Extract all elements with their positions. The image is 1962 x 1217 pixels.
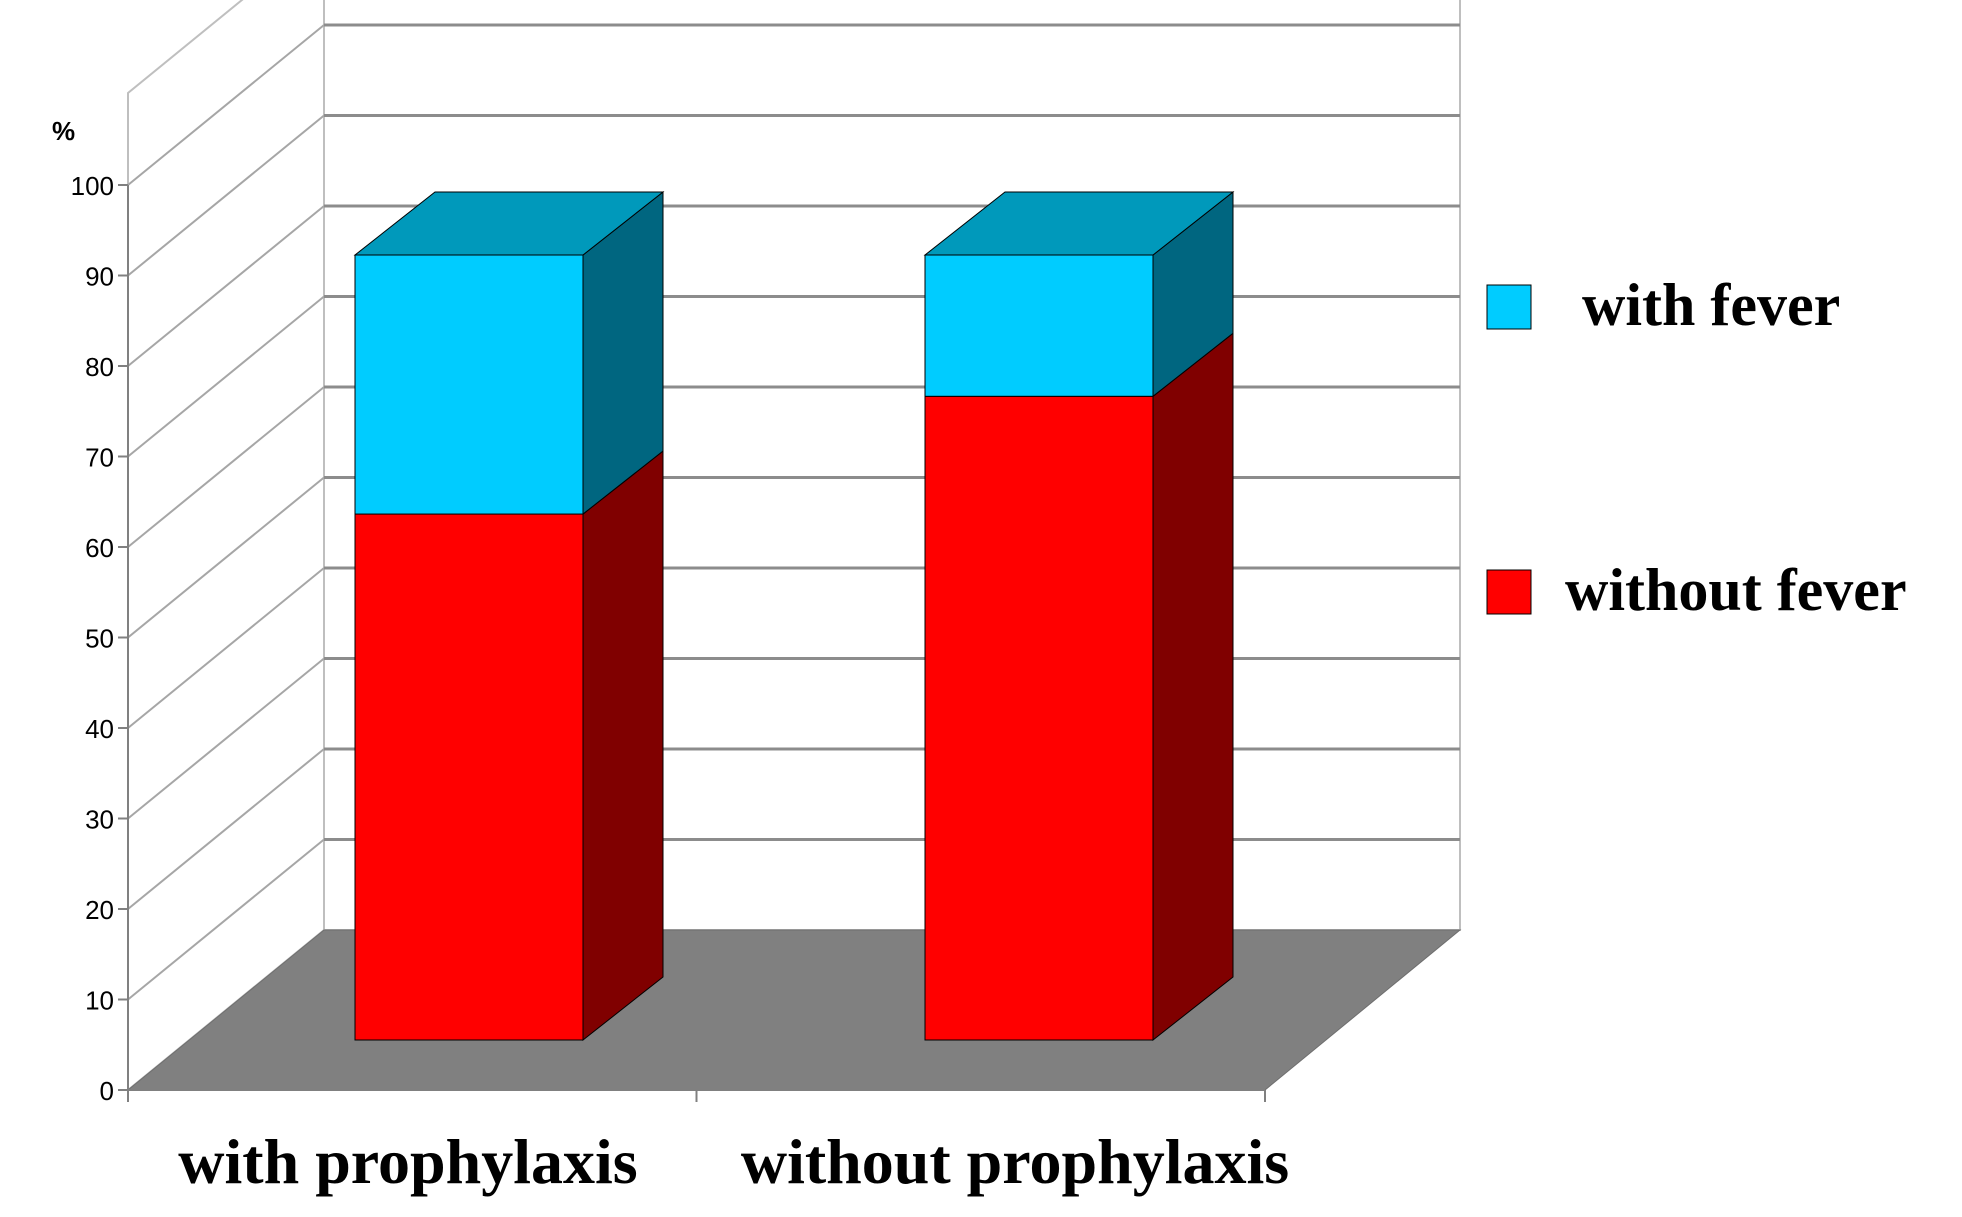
gridline-side-90	[127, 114, 325, 277]
legend-swatch-with-fever	[1486, 284, 1532, 330]
y-tick-label-60: 60	[85, 533, 114, 563]
y-tick-label-30: 30	[85, 805, 114, 835]
gridline-side-20	[127, 748, 325, 910]
gridline-side-30	[127, 657, 325, 820]
legend-label-with-fever: with fever	[1582, 272, 1840, 338]
y-tick-label-100: 100	[71, 171, 114, 201]
category-label-with-prophylaxis: with prophylaxis	[178, 1126, 637, 1197]
bar-top-with-fever-without-prophylaxis	[923, 191, 1235, 256]
bar-front-without-fever-with-prophylaxis	[354, 513, 584, 1041]
bar-side-without-fever-without-prophylaxis	[1152, 332, 1234, 1042]
bar-front-with-fever-without-prophylaxis	[924, 254, 1154, 397]
bar-side-without-fever-with-prophylaxis	[582, 450, 664, 1042]
gridline-side-50	[127, 476, 325, 639]
legend-label-without-fever: without fever	[1565, 557, 1907, 623]
y-tick-label-80: 80	[85, 352, 114, 382]
gridline-side-70	[127, 295, 325, 458]
bar-front-without-fever-without-prophylaxis	[924, 395, 1154, 1041]
gridline-side-100	[127, 24, 325, 186]
gridline-side-60	[127, 386, 325, 548]
x-axis: with prophylaxis without prophylaxis	[127, 1089, 1289, 1197]
legend: with fever without fever	[1486, 272, 1907, 623]
category-label-without-prophylaxis: without prophylaxis	[741, 1126, 1289, 1197]
y-tick-label-40: 40	[85, 714, 114, 744]
bar-top-with-fever-with-prophylaxis	[353, 191, 665, 256]
chart-floor	[126, 929, 1462, 1091]
y-tick-label-50: 50	[85, 624, 114, 654]
legend-swatch-without-fever	[1486, 569, 1532, 615]
gridline-side-40	[127, 567, 325, 729]
y-tick-label-0: 0	[100, 1076, 114, 1106]
y-tick-label-90: 90	[85, 262, 114, 292]
y-tick-label-70: 70	[85, 443, 114, 473]
y-tick-label-20: 20	[85, 895, 114, 925]
gridline-side-80	[127, 205, 325, 367]
y-unit-label: %	[52, 116, 75, 146]
bar-front-with-fever-with-prophylaxis	[354, 254, 584, 515]
gridline-side-10	[127, 838, 325, 1001]
chart-walls	[127, 0, 1461, 1093]
bars	[353, 190, 1235, 1042]
y-axis: % 0 10 20 30 40 50 60 70 80 90 100	[52, 116, 129, 1106]
side-wall	[127, 0, 325, 1093]
floor-plane	[126, 929, 1462, 1091]
y-tick-label-10: 10	[85, 986, 114, 1016]
